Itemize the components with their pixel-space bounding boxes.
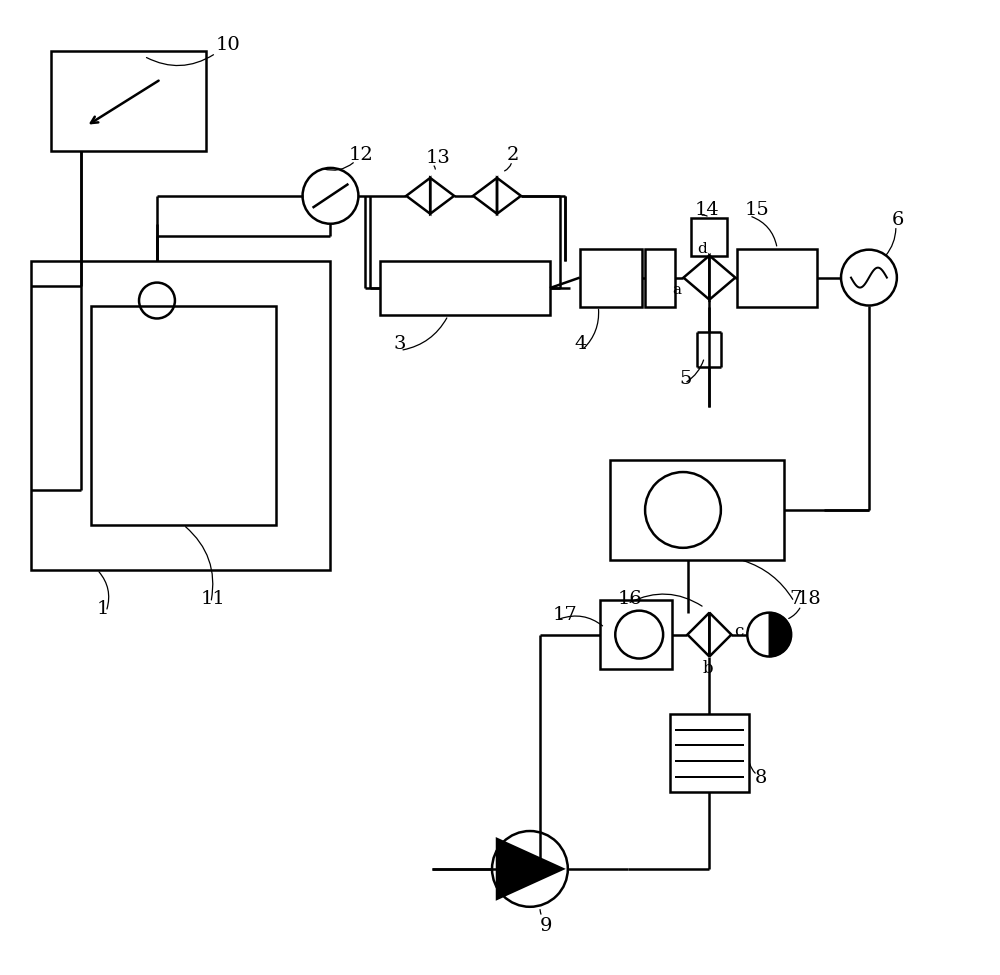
Text: 7: 7 [789, 590, 802, 607]
Text: 17: 17 [553, 605, 578, 624]
Text: 3: 3 [393, 335, 406, 353]
Text: 4: 4 [575, 335, 587, 353]
Polygon shape [769, 612, 791, 656]
Text: 16: 16 [618, 590, 642, 607]
Text: 11: 11 [201, 590, 226, 607]
Text: 1: 1 [96, 600, 109, 618]
Text: 12: 12 [348, 146, 373, 164]
Text: d: d [697, 242, 707, 255]
Text: 9: 9 [540, 916, 552, 935]
Text: 8: 8 [754, 769, 767, 787]
Text: 15: 15 [744, 201, 769, 218]
Polygon shape [497, 839, 563, 899]
Bar [737, 249, 817, 306]
Text: 2: 2 [507, 146, 519, 164]
Bar [670, 715, 749, 792]
Text: c: c [734, 623, 744, 640]
Bar [31, 260, 330, 569]
Bar [610, 460, 784, 560]
Bar [380, 260, 550, 316]
Text: 6: 6 [892, 211, 904, 229]
Bar [645, 249, 675, 306]
Text: 13: 13 [425, 149, 450, 167]
Bar [91, 305, 276, 525]
Text: 18: 18 [796, 590, 821, 607]
Bar [51, 52, 206, 151]
Text: 14: 14 [694, 201, 719, 218]
Bar [691, 217, 727, 255]
Text: b: b [702, 659, 713, 677]
Text: 5: 5 [679, 370, 692, 388]
Text: a: a [673, 283, 682, 296]
Text: 10: 10 [216, 36, 241, 55]
Bar [580, 249, 642, 306]
Bar [600, 600, 672, 670]
